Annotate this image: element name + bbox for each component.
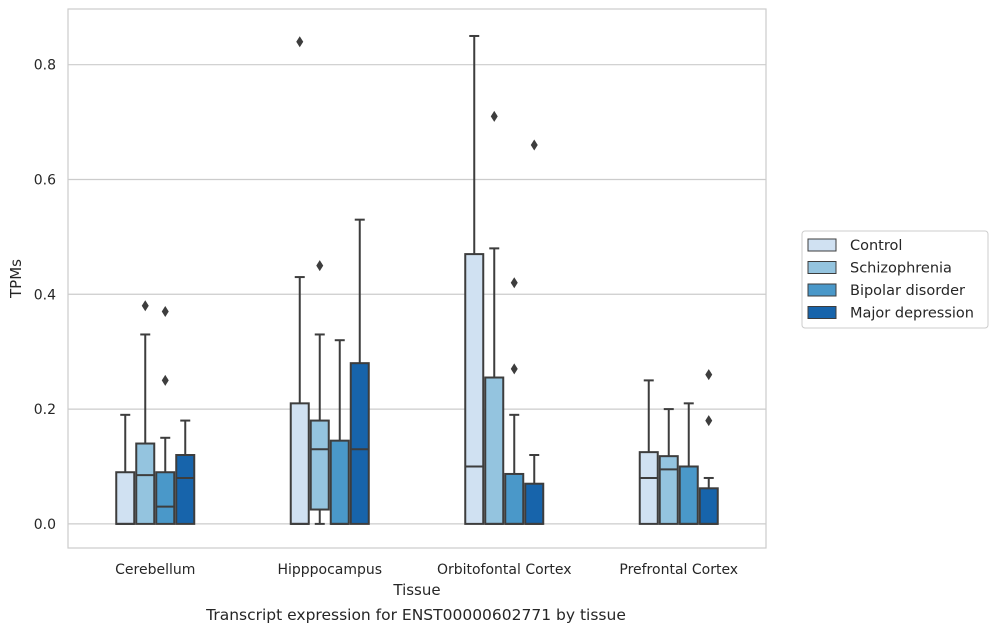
y-tick-labels: 0.0 0.2 0.4 0.6 0.8 bbox=[34, 58, 56, 533]
box-groups bbox=[115, 34, 719, 525]
box-control bbox=[115, 413, 136, 525]
box-schizophrenia bbox=[484, 110, 505, 525]
box bbox=[524, 482, 545, 525]
legend-label: Schizophrenia bbox=[850, 261, 952, 277]
legend: Control Schizophrenia Bipolar disorder Majo… bbox=[801, 230, 989, 329]
legend-label: Bipolar disorder bbox=[850, 283, 965, 299]
legend-label: Control bbox=[850, 238, 902, 254]
x-tick-label: Cerebellum bbox=[115, 562, 195, 578]
box-schizophrenia bbox=[135, 300, 156, 525]
box bbox=[678, 465, 699, 525]
box bbox=[175, 454, 196, 525]
box bbox=[135, 442, 156, 525]
y-tick-label: 0.8 bbox=[34, 58, 56, 74]
grid-lines bbox=[68, 64, 766, 525]
box-major-depression bbox=[524, 139, 545, 525]
y-tick-label: 0.2 bbox=[34, 402, 56, 418]
box-control bbox=[464, 34, 485, 525]
box-bipolar-disorder bbox=[504, 277, 525, 525]
plot-frame bbox=[67, 8, 767, 549]
legend-frame bbox=[801, 230, 989, 329]
legend-swatch bbox=[807, 283, 837, 297]
y-tick-label: 0.0 bbox=[34, 517, 56, 533]
legend-label: Major depression bbox=[850, 306, 974, 322]
y-tick-label: 0.4 bbox=[34, 287, 56, 303]
box-schizophrenia bbox=[309, 260, 330, 525]
box-control bbox=[638, 379, 659, 525]
figure-caption: Transcript expression for ENST0000060277… bbox=[206, 606, 626, 624]
legend-swatch bbox=[807, 306, 837, 319]
box-control bbox=[289, 36, 310, 525]
outlier-point bbox=[161, 374, 169, 386]
outlier-point bbox=[490, 110, 498, 122]
box-schizophrenia bbox=[658, 408, 679, 525]
x-tick-labels: Cerebellum Hipppocampus Orbitofontal Corte… bbox=[115, 562, 738, 578]
legend-swatch bbox=[807, 261, 837, 274]
box-major-depression bbox=[349, 218, 370, 525]
outlier-point bbox=[705, 415, 713, 427]
box-bipolar-disorder bbox=[678, 402, 699, 525]
outlier-point bbox=[510, 363, 518, 375]
outlier-point bbox=[296, 36, 304, 48]
box bbox=[349, 362, 370, 525]
box-bipolar-disorder bbox=[329, 339, 350, 525]
box bbox=[309, 419, 330, 511]
outlier-point bbox=[705, 369, 713, 381]
x-tick-label: Orbitofontal Cortex bbox=[437, 562, 572, 578]
box bbox=[329, 439, 350, 525]
box bbox=[464, 253, 485, 525]
box-major-depression bbox=[175, 419, 196, 525]
x-axis-label: Tissue bbox=[392, 581, 440, 599]
box bbox=[115, 471, 136, 525]
outlier-point bbox=[510, 277, 518, 289]
box bbox=[155, 471, 176, 525]
y-axis-label: TPMs bbox=[7, 259, 25, 299]
outlier-point bbox=[530, 139, 538, 151]
box-major-depression bbox=[698, 369, 719, 525]
box bbox=[638, 451, 659, 525]
legend-swatch bbox=[807, 238, 837, 252]
box bbox=[658, 455, 679, 525]
outlier-point bbox=[141, 300, 149, 312]
box bbox=[289, 402, 310, 525]
x-tick-label: Hipppocampus bbox=[277, 562, 382, 578]
outlier-point bbox=[316, 260, 324, 272]
box-bipolar-disorder bbox=[155, 306, 176, 525]
box bbox=[484, 376, 505, 525]
y-tick-label: 0.6 bbox=[34, 172, 56, 188]
box bbox=[698, 487, 719, 525]
box bbox=[504, 472, 525, 525]
outlier-point bbox=[161, 306, 169, 318]
x-tick-label: Prefrontal Cortex bbox=[619, 562, 738, 578]
